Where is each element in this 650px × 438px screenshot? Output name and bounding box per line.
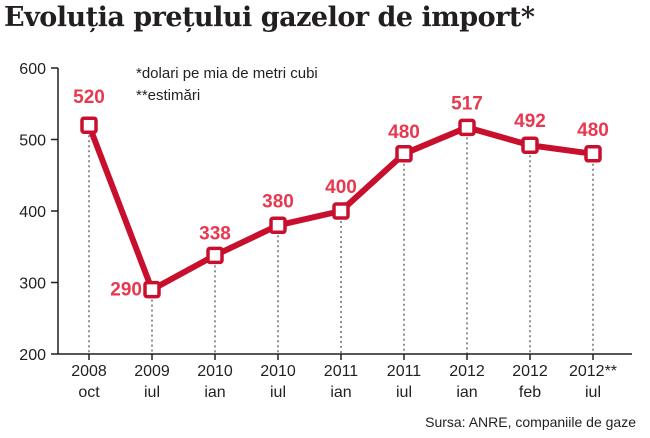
- data-point: [206, 246, 224, 265]
- data-label: 400: [325, 177, 357, 198]
- x-tick-year: 2012: [512, 363, 548, 380]
- x-tick-period: iul: [396, 384, 412, 401]
- data-label: 380: [262, 191, 294, 212]
- x-tick-period: iul: [585, 384, 601, 401]
- data-label: 480: [388, 122, 420, 143]
- data-label: 492: [514, 111, 546, 132]
- grid-layer: [88, 125, 594, 354]
- x-tick-period: iul: [270, 384, 286, 401]
- x-tick-year: 2008: [71, 363, 107, 380]
- x-tick-year: 2012: [449, 363, 485, 380]
- data-label: 480: [577, 120, 609, 141]
- x-tick-period: oct: [78, 384, 100, 401]
- y-tick-label: 200: [19, 347, 46, 364]
- data-point: [143, 280, 161, 299]
- data-label: 290: [110, 280, 142, 301]
- x-tick-year: 2010: [197, 363, 233, 380]
- x-tick-period: ian: [456, 384, 477, 401]
- source-note: Sursa: ANRE, companiile de gaze: [425, 414, 636, 430]
- chart-title: Evoluția prețului gazelor de import*: [4, 2, 535, 33]
- data-point: [395, 145, 413, 163]
- estimate-note: **estimări: [136, 87, 201, 104]
- x-tick-period: ian: [204, 384, 225, 401]
- x-tick-year: 2010: [260, 363, 296, 380]
- x-tick-year: 2011: [387, 363, 422, 380]
- label-layer: 520 290 338 380 400 480 517 492 480: [73, 87, 609, 300]
- x-tick-year: 2012**: [569, 363, 617, 380]
- y-tick-label: 600: [19, 61, 46, 78]
- data-label: 520: [73, 87, 105, 108]
- chart-notes: *dolari pe mia de metri cubi **estimări: [136, 63, 318, 107]
- y-tick-label: 300: [19, 276, 46, 293]
- data-label: 517: [451, 93, 483, 114]
- data-label: 338: [199, 223, 231, 244]
- y-tick-label: 400: [19, 204, 46, 221]
- x-tick-year: 2011: [324, 363, 359, 380]
- data-point: [80, 116, 98, 134]
- data-point: [521, 136, 539, 154]
- data-point: [269, 216, 287, 235]
- marker-layer: [80, 116, 602, 299]
- x-tick-year: 2009: [134, 363, 170, 380]
- x-tick-period: feb: [519, 384, 541, 401]
- data-point: [332, 202, 350, 220]
- data-point: [458, 118, 476, 137]
- y-tick-label: 500: [19, 133, 46, 150]
- axis-layer: 200 300 400 500 600 2008 oct 2009 iul 2010 ian 2010…: [19, 61, 632, 401]
- unit-note: *dolari pe mia de metri cubi: [136, 65, 318, 82]
- x-tick-period: iul: [144, 384, 160, 401]
- x-tick-period: ian: [330, 384, 351, 401]
- data-point: [584, 145, 602, 163]
